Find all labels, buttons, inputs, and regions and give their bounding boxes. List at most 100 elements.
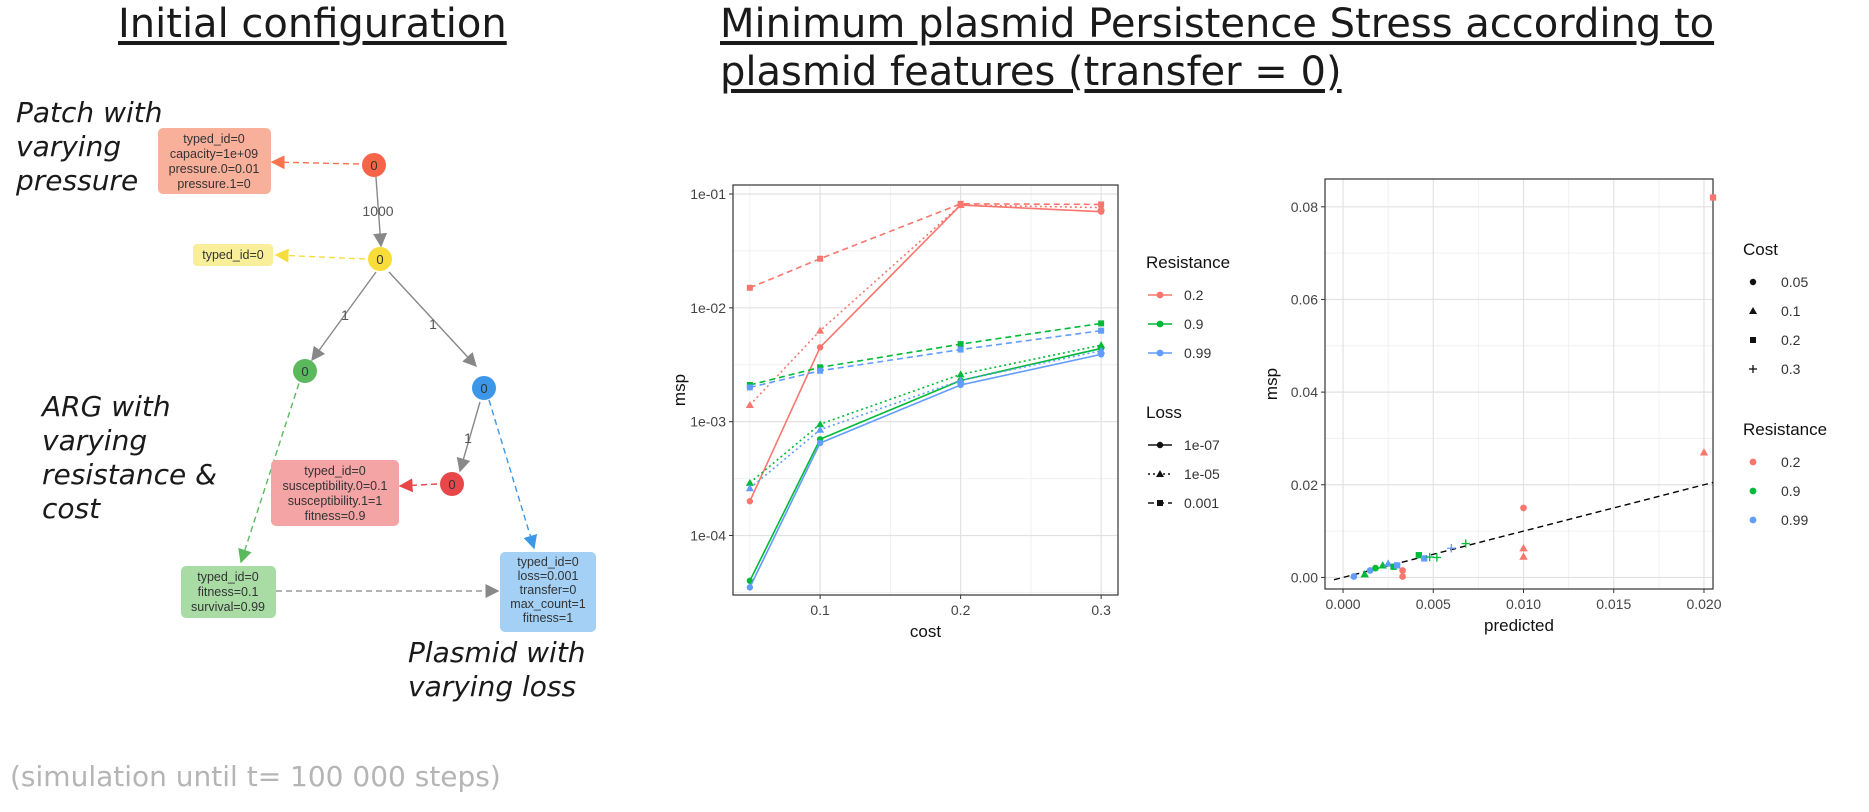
box-line: fitness=0.9 (305, 509, 366, 523)
legend-key-point (1157, 500, 1163, 506)
box-line: fitness=0.1 (198, 585, 259, 599)
legend-key-point (1156, 320, 1164, 328)
edge-patch-box (270, 155, 360, 170)
legend-key-point (1749, 458, 1757, 466)
x-axis-label: predicted (1484, 616, 1554, 635)
y-tick-label: 1e-03 (690, 414, 726, 430)
series-line (749, 204, 1102, 406)
series-line (749, 203, 1102, 289)
legend-label: 0.3 (1781, 361, 1801, 377)
node-patch: 0 (362, 153, 386, 177)
edge-blue-box (488, 399, 538, 550)
data-point (1432, 553, 1442, 562)
data-point (1366, 567, 1374, 574)
legend-key-point (1156, 470, 1164, 477)
legend-key-point (1749, 307, 1757, 314)
edge-label-yellow-green: 1 (341, 307, 349, 323)
legend-title-resistance: Resistance (1146, 253, 1230, 272)
data-point (1519, 552, 1528, 560)
legend-label: 1e-07 (1184, 437, 1220, 453)
x-axis-label: cost (910, 622, 941, 641)
data-point (745, 478, 754, 486)
data-point (1520, 504, 1527, 512)
data-point (1447, 544, 1456, 553)
msp-vs-cost-chart: 1e-04 1e-03 1e-02 1e-01 0.1 0.2 0.3 cost msp Resi… (670, 184, 1230, 641)
red-attributes-box: typed_id=0 susceptibility.0=0.1 suscepti… (271, 460, 399, 526)
green-attributes-box: typed_id=0 fitness=0.1 survival=0.99 (181, 566, 276, 618)
plot-panel-border (732, 184, 1119, 596)
legend-label: 0.05 (1781, 274, 1808, 290)
legend-label: 0.2 (1781, 454, 1801, 470)
data-point (1699, 448, 1709, 456)
box-line: survival=0.99 (191, 600, 265, 614)
plasmid-note: Plasmid with varying loss (408, 636, 586, 704)
data-point (1399, 573, 1406, 580)
box-line: typed_id=0 (197, 570, 259, 584)
data-point (957, 346, 964, 353)
series-line (749, 353, 1102, 588)
x-tick-label: 0.010 (1506, 596, 1541, 612)
x-tick-label: 0.005 (1416, 596, 1451, 612)
node-green: 0 (293, 359, 317, 383)
node-yellow: 0 (368, 247, 392, 271)
x-tick-label: 0.020 (1686, 596, 1721, 612)
arg-note-line: cost (42, 492, 101, 525)
y-tick-label: 1e-01 (690, 186, 726, 202)
box-line: susceptibility.0=0.1 (282, 479, 387, 493)
plasmid-note-line: varying loss (408, 670, 577, 703)
series-line (749, 349, 1102, 489)
box-line: capacity=1e+09 (170, 147, 258, 161)
node-label: 0 (370, 158, 377, 173)
box-line: max_count=1 (510, 597, 585, 611)
box-line: typed_id=0 (202, 248, 264, 262)
data-point (1421, 555, 1428, 562)
data-point (1098, 320, 1105, 327)
patch-note-line: pressure (16, 164, 139, 197)
data-point (817, 364, 824, 371)
data-point (745, 484, 754, 492)
edge-label-yellow-blue: 1 (429, 316, 437, 332)
series-line (749, 344, 1102, 484)
node-label: 0 (448, 477, 455, 492)
series-line (749, 329, 1102, 389)
legend-label: 0.001 (1184, 495, 1219, 511)
data-point (956, 376, 965, 384)
y-tick-label: 0.06 (1291, 291, 1318, 307)
edge-yellow-blue (388, 271, 477, 368)
left-title: Initial configuration (118, 1, 507, 47)
data-point (1350, 573, 1358, 580)
data-point (816, 344, 824, 351)
box-line: loss=0.001 (518, 569, 579, 583)
legend-label: 0.1 (1781, 303, 1801, 319)
data-point (1378, 561, 1387, 569)
patch-note-line: varying (16, 130, 122, 163)
node-label: 0 (480, 381, 487, 396)
data-point (1415, 552, 1422, 559)
series-line (749, 322, 1102, 386)
box-line: typed_id=0 (517, 555, 579, 569)
legend-key-point (1750, 337, 1756, 343)
y-axis-label: msp (1262, 368, 1281, 400)
y-tick-label: 0.08 (1291, 199, 1318, 215)
data-point (816, 439, 824, 447)
y-tick-label: 0.04 (1291, 384, 1318, 400)
box-line: fitness=1 (523, 611, 573, 625)
box-line: typed_id=0 (183, 132, 245, 146)
legend-label: 0.2 (1184, 287, 1204, 303)
plot-grid (733, 185, 1118, 595)
node-red: 0 (440, 472, 464, 496)
legend-title-loss: Loss (1146, 403, 1182, 422)
data-point (957, 200, 964, 207)
edge-patch-yellow (373, 163, 388, 248)
node-blue: 0 (472, 376, 496, 400)
data-point (1399, 567, 1406, 574)
series-line (749, 347, 1102, 582)
y-axis-label: msp (670, 374, 689, 406)
node-blue-circle (472, 376, 496, 400)
data-point (1519, 544, 1528, 552)
node-patch-circle (362, 153, 386, 177)
data-point (746, 384, 753, 391)
data-point (746, 584, 754, 591)
node-green-circle (293, 359, 317, 383)
legend-title-cost: Cost (1743, 240, 1778, 259)
